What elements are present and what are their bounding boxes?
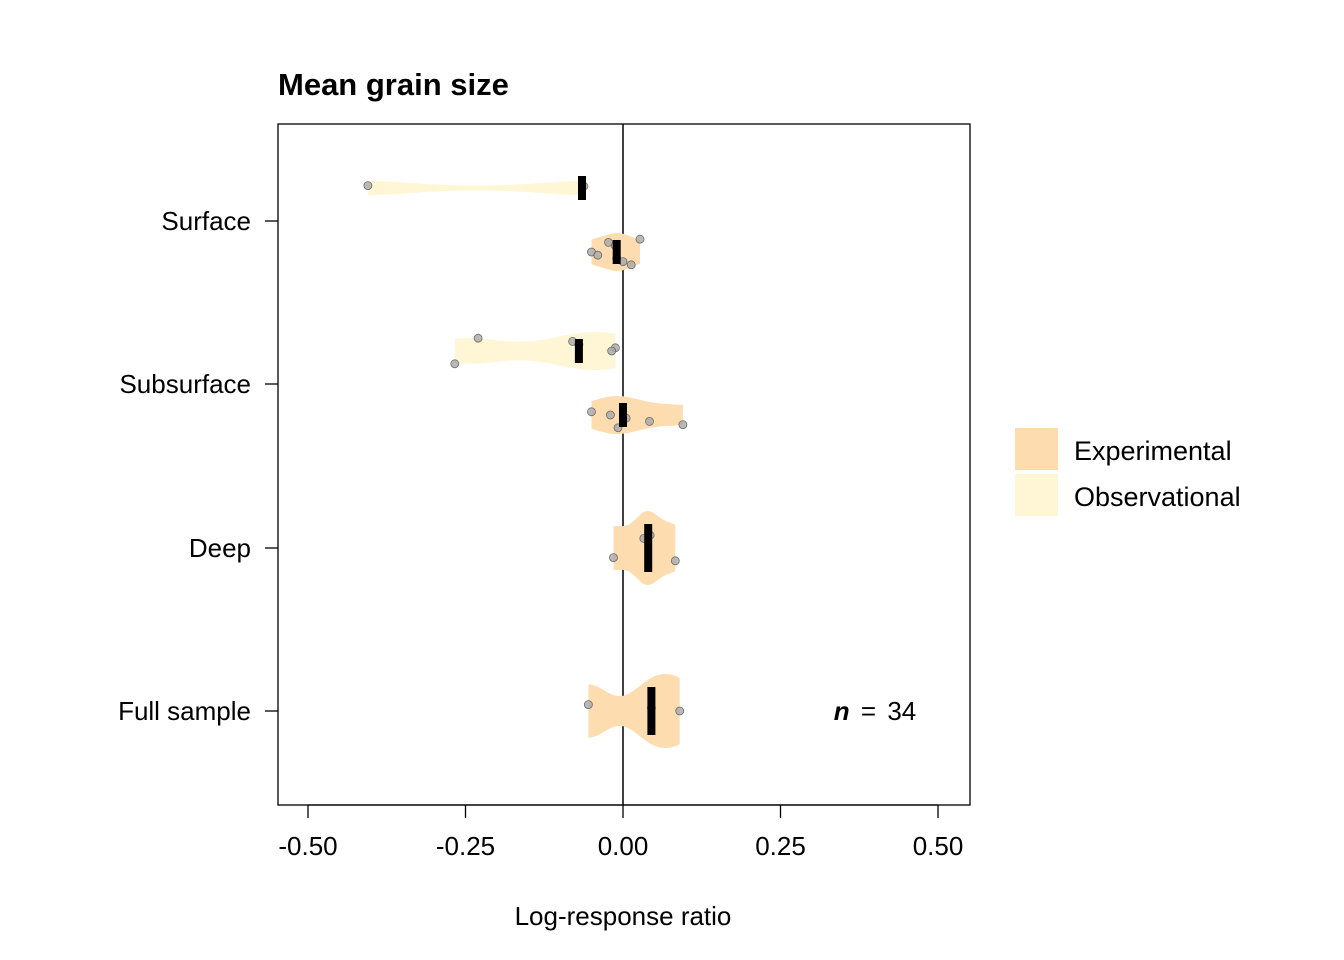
- y-tick-label: Subsurface: [119, 369, 251, 399]
- mean-marker: [644, 524, 653, 572]
- plot-area: [363, 124, 688, 805]
- mean-marker: [612, 240, 621, 264]
- data-point: [609, 553, 618, 562]
- legend: Experimental Observational: [1015, 428, 1241, 516]
- data-point: [450, 359, 460, 369]
- violin-experimental-3: [591, 396, 683, 434]
- data-point: [584, 700, 593, 709]
- data-point: [635, 234, 645, 244]
- mean-marker: [647, 687, 656, 735]
- y-axis: Surface Subsurface Deep Full sample: [118, 206, 278, 726]
- data-point: [606, 410, 615, 420]
- violin-experimental-5: [588, 674, 680, 748]
- chart-title: Mean grain size: [278, 67, 509, 102]
- violin-observational-0: [367, 181, 584, 195]
- y-tick-label: Deep: [189, 533, 251, 563]
- data-point: [363, 181, 373, 191]
- data-point: [675, 706, 685, 716]
- data-point: [678, 420, 688, 430]
- x-tick-label: -0.25: [436, 831, 495, 861]
- mean-marker: [574, 339, 583, 363]
- x-axis-label: Log-response ratio: [515, 901, 732, 931]
- x-tick-label: 0.50: [913, 831, 964, 861]
- legend-label-observational: Observational: [1074, 482, 1241, 512]
- mean-marker: [578, 176, 586, 200]
- legend-swatch-experimental: [1015, 428, 1058, 470]
- mean-marker: [619, 403, 627, 427]
- x-tick-label: 0.00: [598, 831, 649, 861]
- y-tick-label: Full sample: [118, 696, 251, 726]
- x-tick-label: 0.25: [755, 831, 806, 861]
- sample-size-annotation: n = 34: [834, 696, 916, 726]
- legend-label-experimental: Experimental: [1074, 436, 1232, 466]
- legend-swatch-observational: [1015, 474, 1058, 516]
- x-tick-label: -0.50: [278, 831, 337, 861]
- data-point: [593, 250, 603, 260]
- data-point: [645, 416, 654, 426]
- x-axis: -0.50 -0.25 0.00 0.25 0.50: [278, 804, 964, 861]
- data-point: [670, 556, 680, 566]
- data-point: [626, 260, 636, 270]
- data-point: [607, 346, 617, 356]
- data-point: [473, 333, 483, 343]
- y-tick-label: Surface: [161, 206, 251, 236]
- data-point: [587, 407, 596, 417]
